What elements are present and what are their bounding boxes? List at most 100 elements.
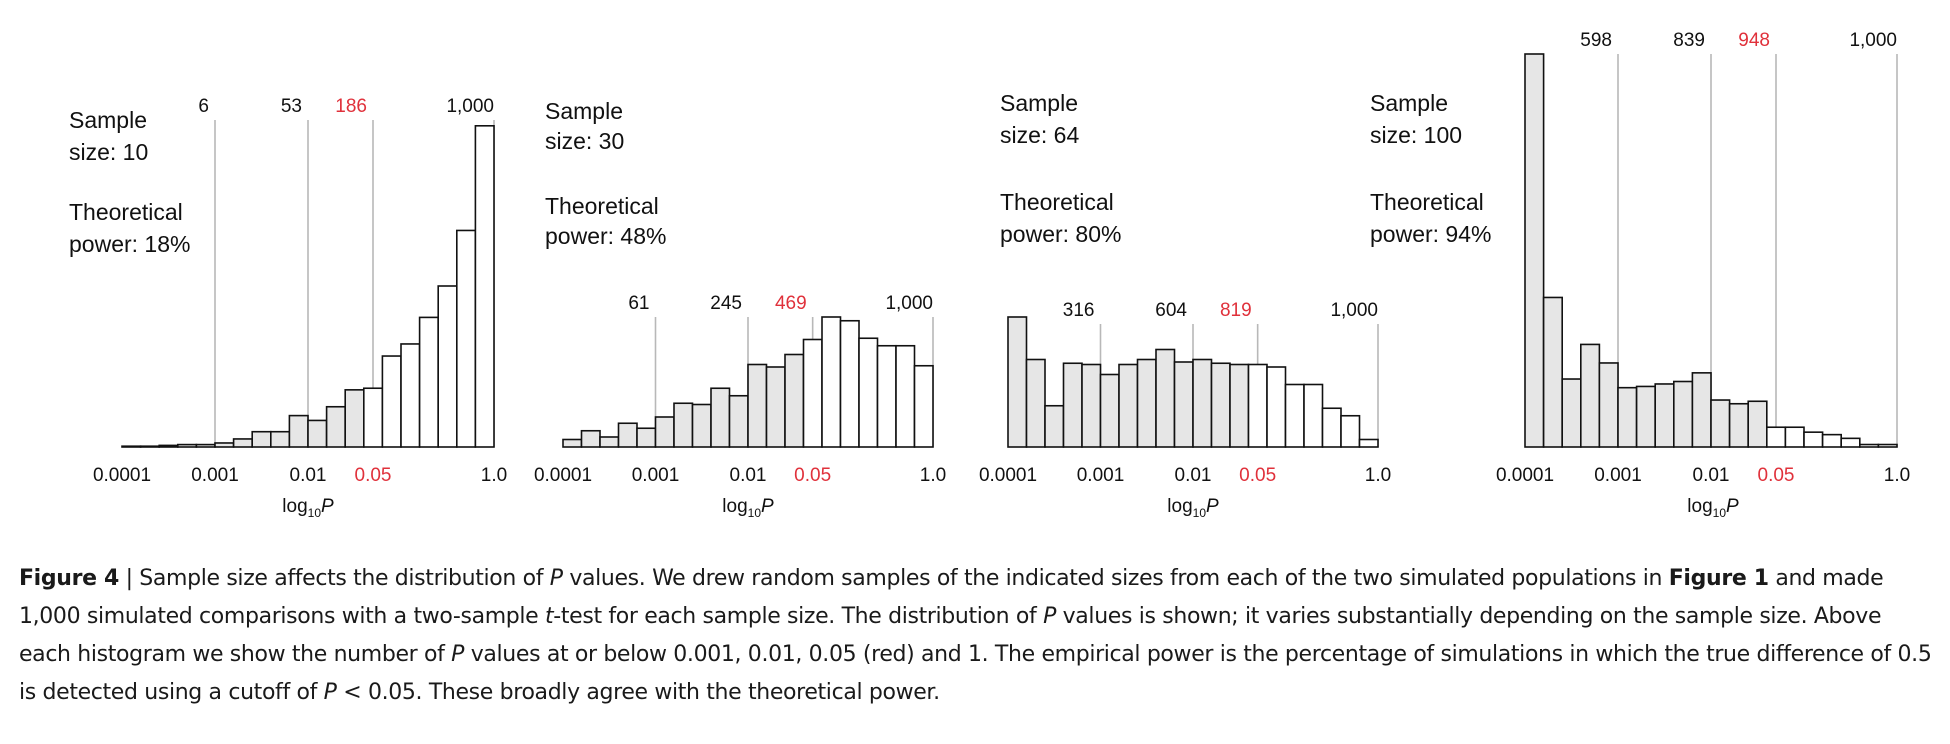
histogram-bar [784, 353, 805, 448]
histogram-bar [654, 416, 675, 448]
x-tick-label: 0.05 [355, 465, 392, 486]
reference-count-label: 61 [628, 293, 649, 314]
reference-count-label: 1,000 [1330, 300, 1378, 321]
x-axis-label: log10P [722, 496, 774, 520]
theoretical-power-text: Theoretical [1000, 189, 1114, 215]
histogram-bar [1766, 426, 1787, 448]
histogram-bar [232, 438, 254, 448]
histogram-bar [1635, 385, 1656, 448]
histogram-bar [307, 419, 328, 448]
histogram-bar [765, 366, 786, 448]
histogram-bar [1099, 373, 1120, 448]
histogram-bar [1155, 348, 1176, 448]
histogram-bar [1840, 437, 1861, 448]
x-tick-label: 0.001 [191, 465, 239, 486]
histogram-bar [1192, 358, 1213, 448]
histogram-bar [1173, 361, 1194, 448]
histogram-panel-2: Sample size: 30 Theoretical power: 48% 61 245… [534, 98, 946, 520]
histogram-bar [1062, 362, 1083, 448]
sample-size-text: Sample [69, 107, 147, 133]
histogram-bar [1321, 407, 1342, 448]
histogram-bar [1710, 399, 1731, 448]
histogram-bar [362, 387, 384, 448]
histogram-bar [876, 344, 897, 448]
histogram-bar [1210, 362, 1231, 448]
reference-count-label: 6 [198, 96, 209, 117]
x-tick-label: 0.05 [1758, 465, 1795, 486]
sample-size-text: size: 64 [1000, 122, 1079, 148]
figure-caption: Figure 4 | Sample size affects the distr… [19, 566, 1932, 705]
x-tick-label: 1.0 [920, 465, 946, 486]
x-tick-label: 0.01 [1693, 465, 1730, 486]
reference-count-label: 469 [775, 293, 807, 314]
sample-size-text: Sample [545, 98, 623, 124]
histogram-bar [1025, 358, 1046, 448]
histogram-bar [455, 229, 477, 448]
histogram-bar [1784, 426, 1805, 448]
x-tick-label: 0.0001 [534, 465, 592, 486]
x-tick-label: 0.01 [730, 465, 767, 486]
x-axis-label: log10P [1687, 496, 1739, 520]
histogram-bar [121, 445, 142, 448]
x-tick-label: 0.01 [1175, 465, 1212, 486]
histogram-panel-1: Sample size: 10 Theoretical power: 18% 6 53 18… [69, 96, 507, 520]
histogram-bar [1542, 296, 1563, 448]
reference-count-label: 948 [1738, 30, 1770, 51]
histogram-bar [1877, 443, 1898, 448]
x-axis-label: log10P [1167, 496, 1219, 520]
histogram-bar [599, 436, 620, 448]
histogram-bar [839, 319, 860, 448]
histogram-bar [1561, 378, 1582, 448]
histogram-bar [1728, 402, 1749, 448]
histogram-bar [139, 445, 161, 448]
histogram-bar [1524, 53, 1545, 448]
histogram-figure: Sample size: 10 Theoretical power: 18% 6 53 18… [69, 30, 1910, 520]
histogram-bar [913, 364, 934, 448]
histogram-bar [1284, 383, 1305, 448]
histogram-bar [1340, 414, 1361, 448]
theoretical-power-text: power: 80% [1000, 221, 1121, 247]
reference-count-label: 604 [1155, 300, 1187, 321]
figure-label: Figure 4 [19, 566, 119, 591]
histogram-bar [1044, 404, 1065, 448]
sample-size-text: size: 100 [1370, 122, 1462, 148]
figure-reference: Figure 1 [1668, 566, 1769, 591]
histogram-bar [1617, 386, 1638, 448]
histogram-bar [195, 443, 216, 448]
reference-count-label: 839 [1673, 30, 1705, 51]
histogram-bar [344, 389, 365, 448]
theoretical-power-text: Theoretical [69, 199, 183, 225]
histogram-bar [1303, 383, 1324, 448]
histogram-bar [418, 316, 440, 448]
theoretical-power-text: Theoretical [1370, 189, 1484, 215]
sample-size-text: Sample [1000, 90, 1078, 116]
histogram-bar [1118, 363, 1139, 448]
histogram-bar [1247, 363, 1268, 448]
x-tick-label: 0.001 [1077, 465, 1125, 486]
x-tick-label: 1.0 [481, 465, 507, 486]
histogram-bar [1007, 316, 1028, 448]
reference-count-label: 1,000 [446, 96, 494, 117]
histogram-bar [269, 430, 291, 448]
theoretical-power-text: power: 94% [1370, 221, 1491, 247]
histogram-bar [474, 125, 495, 448]
histogram-bar [177, 443, 198, 448]
histogram-bar [1691, 372, 1712, 448]
x-tick-label: 0.05 [794, 465, 831, 486]
x-tick-label: 0.0001 [1496, 465, 1554, 486]
histogram-bar [288, 414, 309, 448]
histogram-bar [728, 394, 749, 448]
sample-size-text: size: 30 [545, 128, 624, 154]
histogram-bar [1266, 366, 1287, 448]
histogram-bar [747, 363, 768, 448]
reference-count-label: 186 [335, 96, 367, 117]
histogram-bar [381, 355, 402, 448]
histogram-bar [636, 427, 657, 448]
reference-count-label: 245 [710, 293, 742, 314]
histogram-bar [1859, 443, 1880, 448]
histogram-bar [1358, 438, 1379, 448]
histogram-bar [1673, 380, 1694, 448]
histogram-bar [158, 444, 179, 448]
x-axis-label: log10P [282, 496, 334, 520]
histogram-panel-4: Sample size: 100 Theoretical power: 94% 598 8… [1370, 30, 1910, 520]
